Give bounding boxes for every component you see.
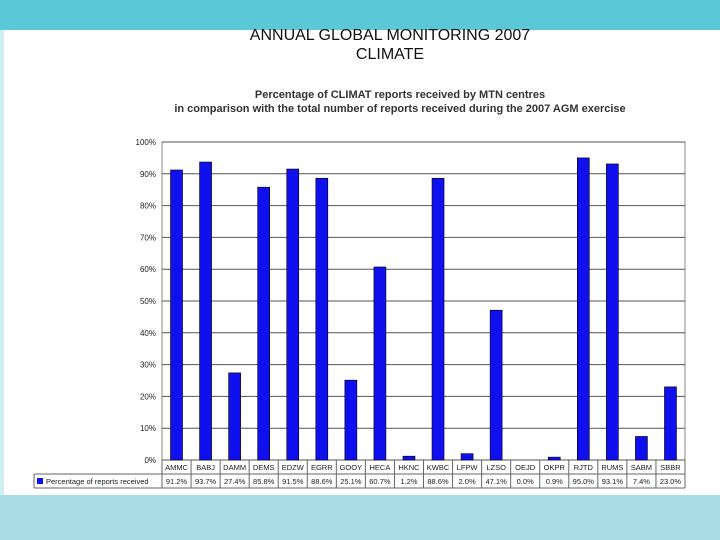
bottom-band [0,495,720,540]
data-label: 2.0% [459,477,476,486]
bar-rjtd [577,157,590,461]
bar-hknc [402,455,416,461]
data-label: 88.6% [427,477,449,486]
y-tick-label: 40% [140,329,156,338]
data-label: 60.7% [369,477,391,486]
x-tick-label: GOOY [340,463,363,472]
x-tick-label: SABM [631,463,652,472]
data-label: 93.1% [602,477,624,486]
data-label: 25.1% [340,477,362,486]
x-tick-label: LFPW [457,463,479,472]
y-tick-label: 60% [140,265,156,274]
bar-sabm [635,436,648,461]
x-tick-label: BABJ [196,463,215,472]
slide-title: ANNUAL GLOBAL MONITORING 2007 CLIMATE [200,26,580,64]
bar-lzso [489,309,503,461]
bar-chart: 0% 10% 20% 30% 40% 50% 60% 70% 80% 90% 100% AMMC 91.… [33,138,686,489]
slide-title-line2: CLIMATE [355,46,425,63]
bar-heca [373,266,387,461]
bar-dems [257,186,270,461]
chart-title: Percentage of CLIMAT reports received by… [254,89,546,101]
x-tick-label: DEMS [253,463,275,472]
x-tick-label: HECA [369,463,390,472]
legend-label: Percentage of reports received [46,477,149,486]
bar-okpr [547,456,561,461]
data-label: 0.0% [517,477,534,486]
bar-sbbr [664,386,677,461]
bar-rums [606,163,619,461]
x-tick-label: RJTD [574,463,594,472]
y-tick-label: 10% [140,424,156,433]
data-label: 85.8% [253,477,275,486]
y-tick-label: 30% [140,361,156,370]
data-label: 47.1% [485,477,507,486]
x-tick-label: KWBC [427,463,450,472]
y-tick-label: 0% [144,456,156,465]
data-label: 95.0% [573,477,595,486]
bar-lfpw [460,453,474,461]
y-tick-label: 90% [140,170,156,179]
data-label: 88.6% [311,477,333,486]
bar-gooy [344,379,358,461]
y-tick-label: 50% [140,297,156,306]
data-label: 91.2% [166,477,188,486]
data-label: 0.9% [546,477,563,486]
y-tick-label: 80% [140,202,156,211]
slide-title-line1: ANNUAL GLOBAL MONITORING 2007 [249,27,531,44]
data-label: 1.2% [400,477,417,486]
y-tick-label: 70% [140,233,156,242]
left-edge [0,30,4,495]
bar-edzw [286,168,300,461]
x-tick-label: AMMC [165,463,188,472]
bar-kwbc [431,177,445,461]
bar-ammc [170,169,183,461]
bar-egrr [315,177,329,461]
data-label: 7.4% [633,477,650,486]
bar-babj [199,161,212,461]
x-tick-label: SBBR [660,463,681,472]
chart-subtitle: in comparison with the total number of r… [174,103,626,115]
x-tick-label: LZSO [486,463,506,472]
x-tick-label: OKPR [544,463,566,472]
y-tick-label: 100% [136,138,156,147]
data-label: 93.7% [195,477,217,486]
data-label: 27.4% [224,477,246,486]
bar-damm [228,372,241,461]
data-label: 23.0% [660,477,682,486]
x-tick-label: EGRR [311,463,333,472]
chart-title-block: Percentage of CLIMAT reports received by… [120,88,680,116]
legend-swatch [37,478,43,484]
x-tick-label: OEJD [515,463,536,472]
x-tick-label: HKNC [398,463,420,472]
x-tick-label: DAMM [223,463,246,472]
y-tick-label: 20% [140,392,156,401]
x-tick-label: RUMS [601,463,623,472]
x-tick-label: EDZW [282,463,305,472]
data-label: 91.5% [282,477,304,486]
top-band [0,0,720,30]
